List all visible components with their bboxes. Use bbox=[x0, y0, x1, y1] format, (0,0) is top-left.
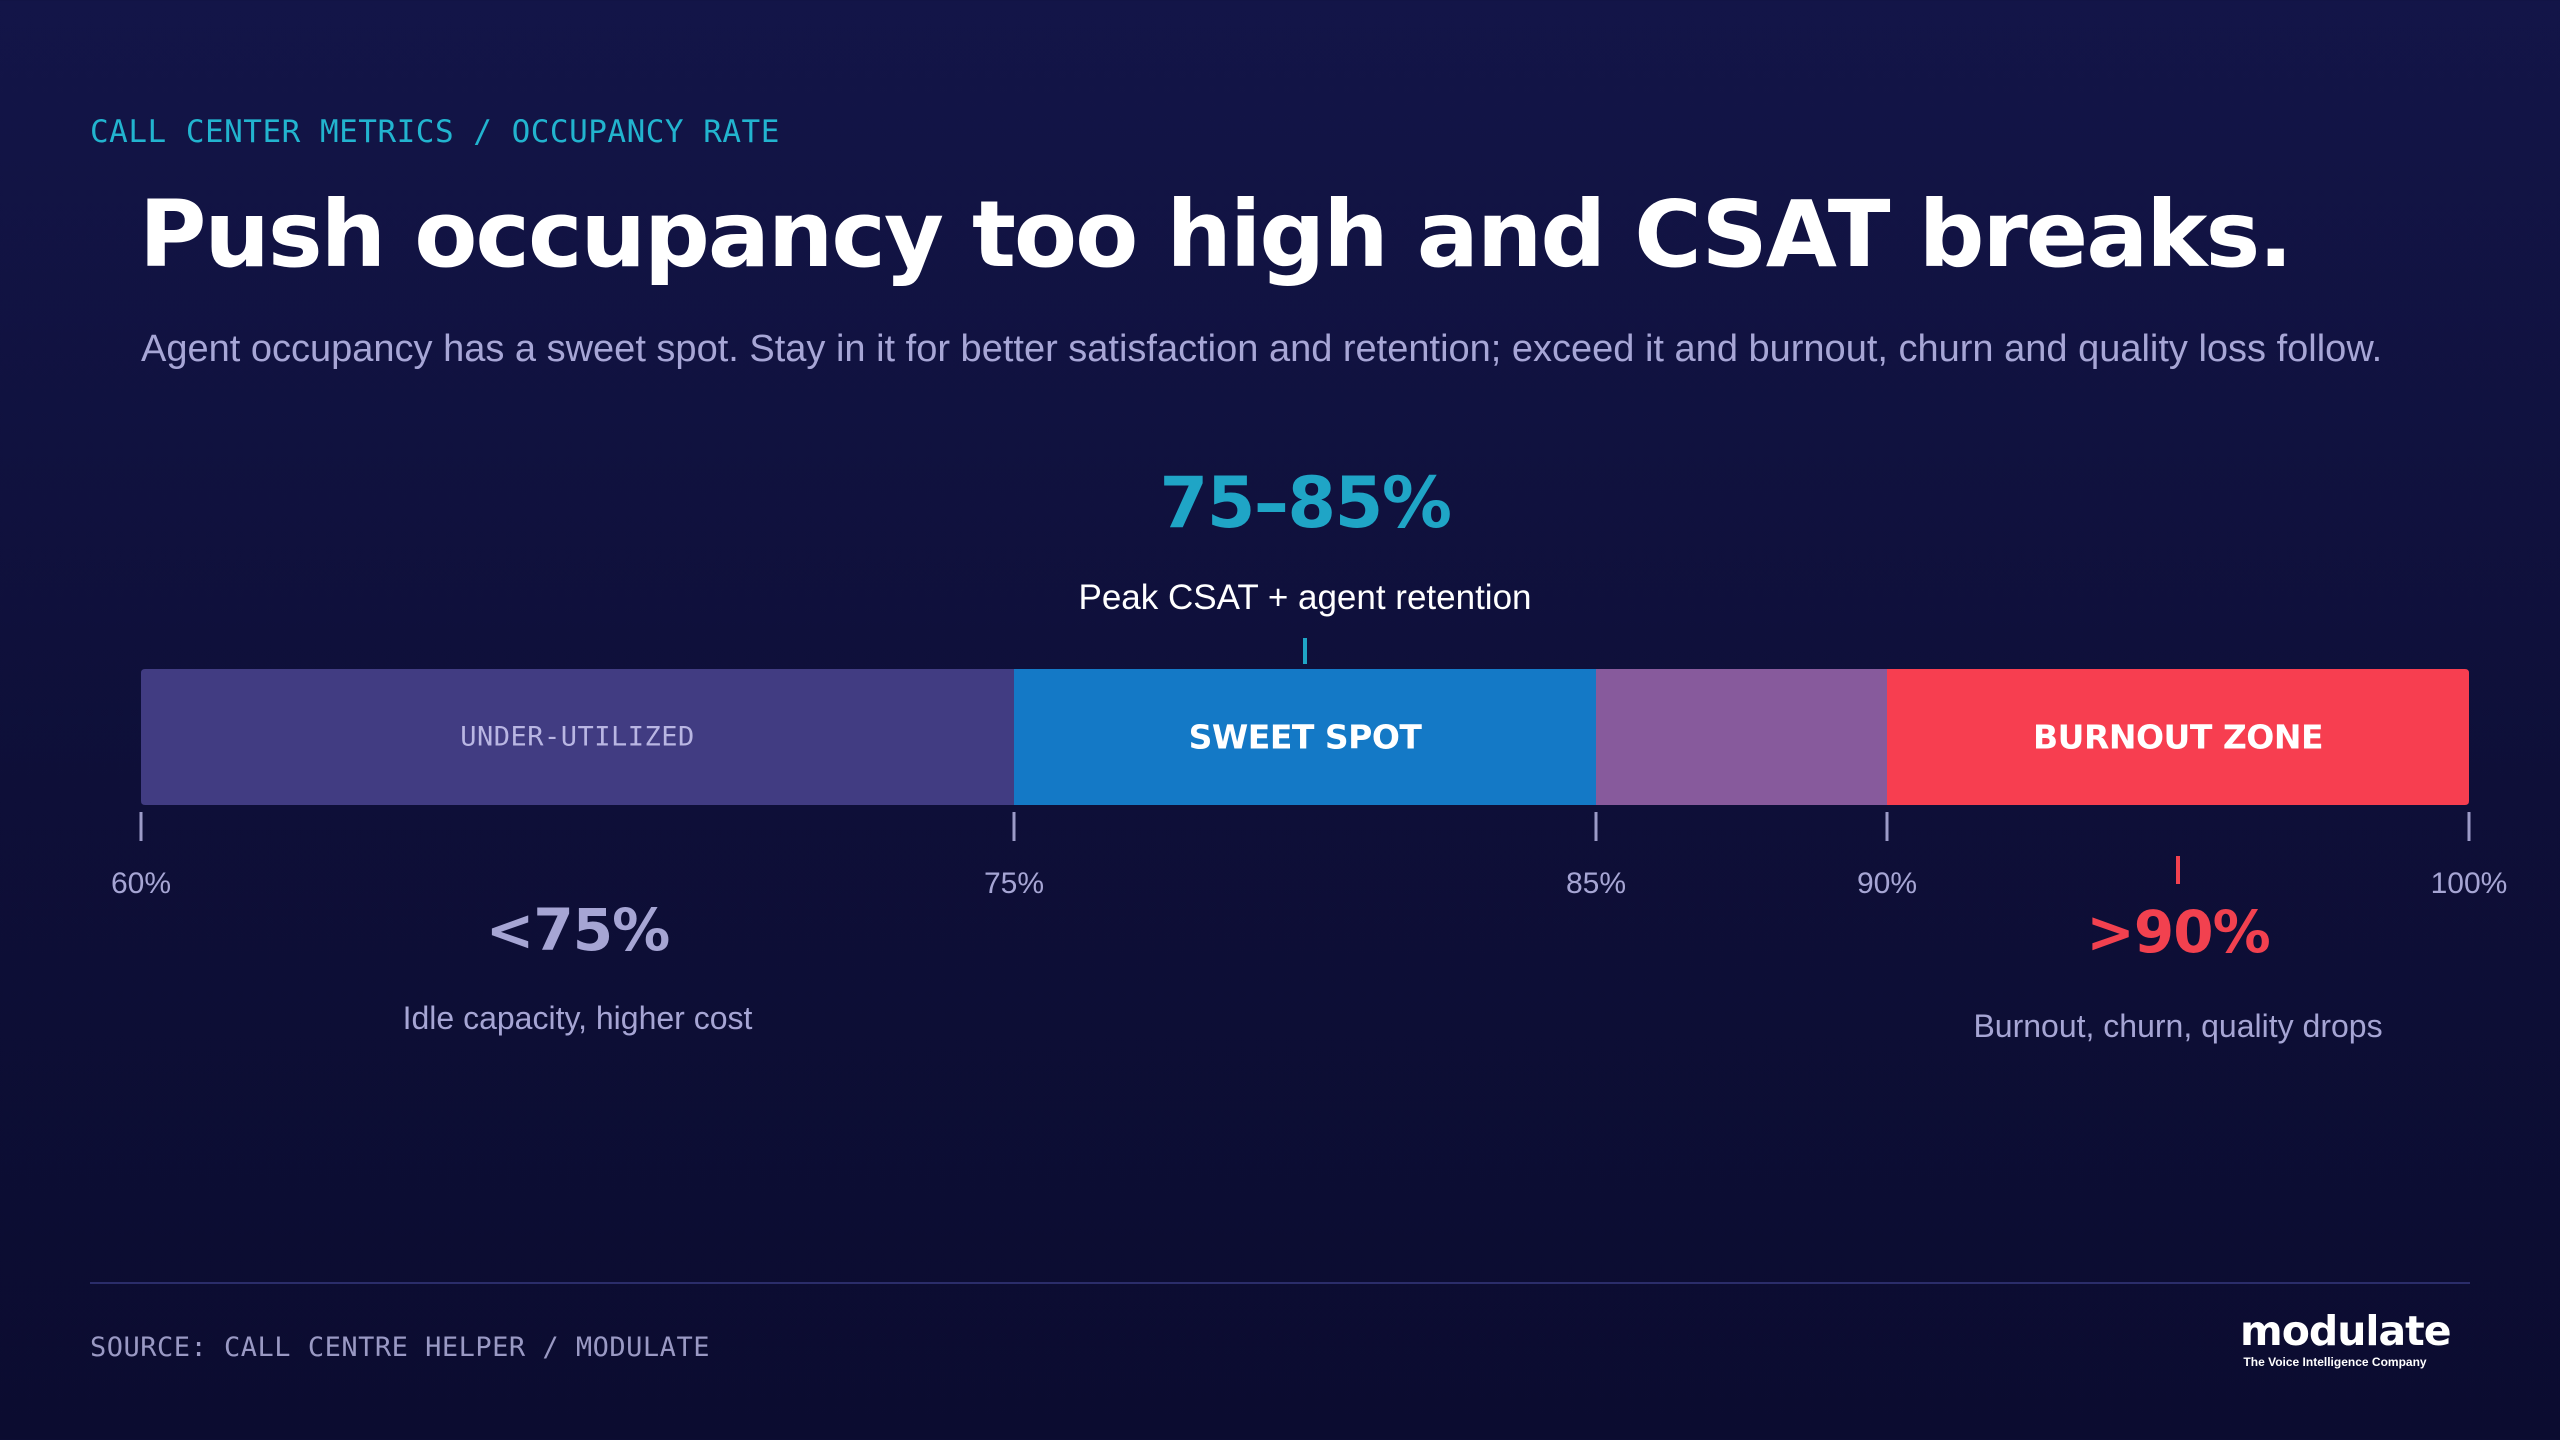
callout-caption-75-85: Peak CSAT + agent retention bbox=[1078, 578, 1531, 617]
tick-label: 100% bbox=[2431, 867, 2508, 900]
segment-label-under-utilized: UNDER-UTILIZED bbox=[460, 722, 695, 753]
segment-under-utilized bbox=[141, 669, 1014, 805]
modulate-logo: modulate The Voice Intelligence Company bbox=[2240, 1307, 2452, 1370]
logo-wordmark: modulate bbox=[2240, 1307, 2452, 1355]
logo-tagline: The Voice Intelligence Company bbox=[2243, 1355, 2427, 1369]
page-title: Push occupancy too high and CSAT breaks. bbox=[139, 181, 2293, 288]
callout-headline-75: <75% bbox=[486, 896, 669, 964]
callout-headline-75-85: 75–85% bbox=[1160, 462, 1451, 544]
callout-headline-90: >90% bbox=[2086, 898, 2269, 966]
segment-label-burnout-zone: BURNOUT ZONE bbox=[2033, 718, 2323, 757]
breadcrumb: CALL CENTER METRICS / OCCUPANCY RATE bbox=[90, 114, 780, 150]
segment-burnout-zone bbox=[1887, 669, 2469, 805]
segment-transition-85-90 bbox=[1596, 669, 1887, 805]
segment-sweet-spot bbox=[1014, 669, 1596, 805]
source-note: SOURCE: CALL CENTRE HELPER / MODULATE bbox=[90, 1332, 710, 1363]
footer-divider bbox=[90, 1282, 2470, 1284]
tick-label: 60% bbox=[111, 867, 171, 900]
tick-label: 75% bbox=[984, 867, 1044, 900]
tick-label: 90% bbox=[1857, 867, 1917, 900]
callout-caption-90: Burnout, churn, quality drops bbox=[1973, 1008, 2382, 1044]
callout-caption-75: Idle capacity, higher cost bbox=[403, 1000, 753, 1036]
page-subtitle: Agent occupancy has a sweet spot. Stay i… bbox=[141, 328, 2383, 370]
tick-label: 85% bbox=[1566, 867, 1626, 900]
segment-label-sweet-spot: SWEET SPOT bbox=[1189, 718, 1423, 757]
